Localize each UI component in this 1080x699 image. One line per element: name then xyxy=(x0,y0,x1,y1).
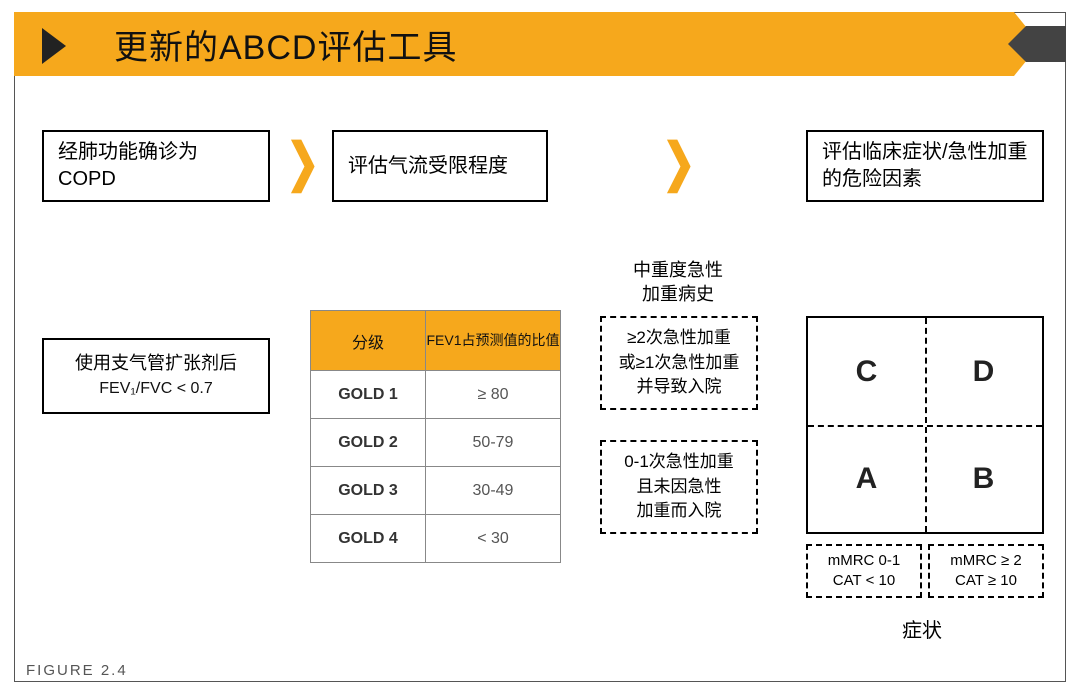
mmrc-high-text: mMRC ≥ 2CAT ≥ 10 xyxy=(950,551,1022,592)
gold-row-value: 30-49 xyxy=(426,467,561,515)
criteria-box: 使用支气管扩张剂后 FEV₁/FVC < 0.7 xyxy=(42,338,270,414)
abcd-cell-d: D xyxy=(925,318,1042,425)
title-gray-chevron xyxy=(1026,26,1066,62)
abcd-cell-c: C xyxy=(808,318,925,425)
flow-step-3-label: 评估临床症状/急性加重的危险因素 xyxy=(822,139,1028,193)
exacerbation-header: 中重度急性加重病史 xyxy=(598,258,758,307)
exacerbation-low-text: 0-1次急性加重且未因急性加重而入院 xyxy=(624,450,734,524)
abcd-cell-a: A xyxy=(808,425,925,532)
title-bar: 更新的ABCD评估工具 xyxy=(14,12,1066,76)
exacerbation-high-text: ≥2次急性加重或≥1次急性加重并导致入院 xyxy=(619,326,740,400)
abcd-grid: C D A B xyxy=(806,316,1044,534)
gold-table: 分级 FEV1占预测值的比值 GOLD 1≥ 80 GOLD 250-79 GO… xyxy=(310,310,561,563)
mmrc-low: mMRC 0-1CAT < 10 xyxy=(806,544,922,598)
gold-row-value: ≥ 80 xyxy=(426,371,561,419)
exacerbation-high: ≥2次急性加重或≥1次急性加重并导致入院 xyxy=(600,316,758,410)
gold-row-value: 50-79 xyxy=(426,419,561,467)
gold-row-level: GOLD 3 xyxy=(311,467,426,515)
mmrc-high: mMRC ≥ 2CAT ≥ 10 xyxy=(928,544,1044,598)
symptom-axis-label: 症状 xyxy=(902,614,942,643)
flow-step-2-label: 评估气流受限程度 xyxy=(348,153,508,180)
gold-row-level: GOLD 1 xyxy=(311,371,426,419)
exacerbation-low: 0-1次急性加重且未因急性加重而入院 xyxy=(600,440,758,534)
gold-row-level: GOLD 2 xyxy=(311,419,426,467)
chevron-icon: ❯ xyxy=(286,133,320,193)
criteria-line1: 使用支气管扩张剂后 xyxy=(56,350,256,377)
mmrc-low-text: mMRC 0-1CAT < 10 xyxy=(828,551,901,592)
flow-step-3: 评估临床症状/急性加重的危险因素 xyxy=(806,130,1044,202)
gold-header-value: FEV1占预测值的比值 xyxy=(426,311,561,371)
abcd-cell-b: B xyxy=(925,425,1042,532)
flow-step-1-label: 经肺功能确诊为COPD xyxy=(58,139,254,193)
exacerbation-header-text: 中重度急性加重病史 xyxy=(633,260,723,304)
figure-label: FIGURE 2.4 xyxy=(26,662,128,679)
gold-header-value-text: FEV1占预测值的比值 xyxy=(426,332,559,348)
title-play-icon xyxy=(42,28,66,64)
gold-row-level: GOLD 4 xyxy=(311,515,426,563)
flow-step-1: 经肺功能确诊为COPD xyxy=(42,130,270,202)
criteria-line2: FEV₁/FVC < 0.7 xyxy=(56,377,256,401)
title-text: 更新的ABCD评估工具 xyxy=(114,20,457,69)
flow-step-2: 评估气流受限程度 xyxy=(332,130,548,202)
chevron-icon: ❯ xyxy=(662,133,696,193)
gold-header-level: 分级 xyxy=(311,311,426,371)
gold-row-value: < 30 xyxy=(426,515,561,563)
